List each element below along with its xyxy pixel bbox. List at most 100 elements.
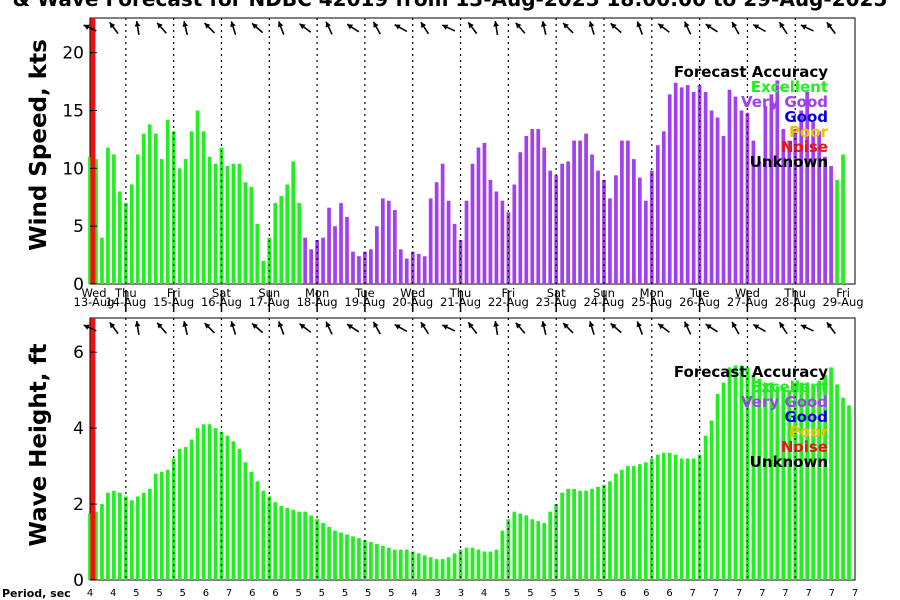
data-bar <box>351 536 355 580</box>
data-bar <box>488 179 493 284</box>
data-bar <box>572 140 576 284</box>
data-bar <box>267 496 272 580</box>
data-bar <box>416 253 421 284</box>
data-bar <box>392 209 397 284</box>
data-bar <box>195 428 200 580</box>
data-bar <box>135 496 140 580</box>
legend-title: Forecast Accuracy <box>674 363 828 381</box>
data-bar <box>428 198 433 284</box>
data-bar <box>410 251 415 284</box>
data-bar <box>632 466 636 580</box>
legend-item: Very Good <box>741 93 828 111</box>
data-bar <box>578 490 582 580</box>
data-bar <box>835 384 839 580</box>
data-bar <box>566 488 570 580</box>
period-value: 5 <box>180 588 186 599</box>
y-tick-label: 0 <box>73 275 84 295</box>
period-value: 5 <box>597 588 603 599</box>
data-bar <box>434 182 439 284</box>
data-bar <box>333 226 337 284</box>
data-bar <box>147 124 152 285</box>
data-bar <box>661 452 666 580</box>
date-label: 29-Aug <box>823 295 864 309</box>
data-bar <box>470 547 475 580</box>
direction-arrow-icon <box>251 22 264 34</box>
data-bar <box>213 163 218 284</box>
arrow-head <box>134 21 141 27</box>
data-bar <box>536 129 541 284</box>
direction-arrow-icon <box>156 22 167 34</box>
data-bar <box>697 85 702 284</box>
data-bar <box>691 458 696 580</box>
direction-arrow-icon <box>752 323 766 333</box>
data-bar <box>823 156 827 284</box>
data-bar <box>661 131 666 284</box>
wind-speed-panel: 0 5 10 15 20 Wind Speed, kts Forecast Accuracy… <box>26 17 856 295</box>
y-axis-label: Wind Speed, kts <box>26 39 52 251</box>
data-bar <box>351 251 355 284</box>
data-bar <box>392 549 397 580</box>
data-bar <box>500 530 505 580</box>
data-bar <box>177 449 182 580</box>
legend-item: Excellent <box>751 378 828 396</box>
data-bar <box>464 547 469 580</box>
y-tick-label: 6 <box>73 343 84 363</box>
data-bar <box>237 449 242 580</box>
y-tick-label: 4 <box>73 419 84 439</box>
data-bar <box>88 513 92 580</box>
data-bar <box>255 223 260 284</box>
data-bar <box>817 131 821 284</box>
data-bar <box>542 523 547 580</box>
arrow-head <box>800 24 807 30</box>
direction-arrow-icon <box>731 21 740 35</box>
period-value: 5 <box>504 588 510 599</box>
direction-arrow-icon <box>420 21 430 35</box>
data-bar <box>440 163 445 284</box>
data-bar <box>584 490 588 580</box>
data-bar <box>685 85 690 284</box>
arrow-head <box>563 23 569 29</box>
data-bar <box>446 557 451 580</box>
data-bar <box>847 405 851 580</box>
direction-arrow-icon <box>800 24 814 32</box>
data-bar <box>614 175 618 284</box>
arrow-head <box>610 23 617 30</box>
legend-title: Forecast Accuracy <box>674 63 828 81</box>
data-bar <box>757 378 762 580</box>
arrow-head <box>541 321 547 327</box>
data-bar <box>285 507 290 580</box>
period-value: 4 <box>110 588 116 599</box>
direction-arrow-icon <box>109 321 119 335</box>
data-bar <box>482 142 487 284</box>
data-bar <box>339 203 343 284</box>
data-bar <box>375 226 379 284</box>
period-value: 6 <box>249 588 255 599</box>
wind-day-axis: Wed13-AugThu14-AugFri15-AugSat16-AugSun1… <box>74 286 864 312</box>
period-value: 7 <box>829 588 835 599</box>
arrow-head <box>109 22 116 29</box>
y-tick-label: 10 <box>62 159 84 179</box>
data-bar <box>129 184 134 284</box>
direction-arrow-icon <box>752 23 766 33</box>
data-bar <box>112 490 116 580</box>
data-bar <box>201 131 206 284</box>
period-value: 6 <box>272 588 278 599</box>
data-bar <box>799 382 804 580</box>
arrow-head <box>753 24 760 30</box>
data-bar <box>709 110 714 285</box>
data-bar <box>249 471 254 580</box>
wave-height-panel: 0 2 4 6 Wave Height, ft Forecast AccuracyExce… <box>26 317 856 591</box>
data-bar <box>733 96 738 284</box>
data-bar <box>769 382 774 580</box>
data-bar <box>285 184 290 284</box>
data-bar <box>452 223 457 284</box>
data-bar <box>225 435 230 580</box>
direction-arrow-icon <box>562 322 574 334</box>
arrow-head <box>705 24 712 30</box>
data-bar <box>512 184 517 284</box>
data-bar <box>751 374 756 580</box>
data-bar <box>369 542 373 580</box>
direction-arrow-icon <box>800 324 814 332</box>
